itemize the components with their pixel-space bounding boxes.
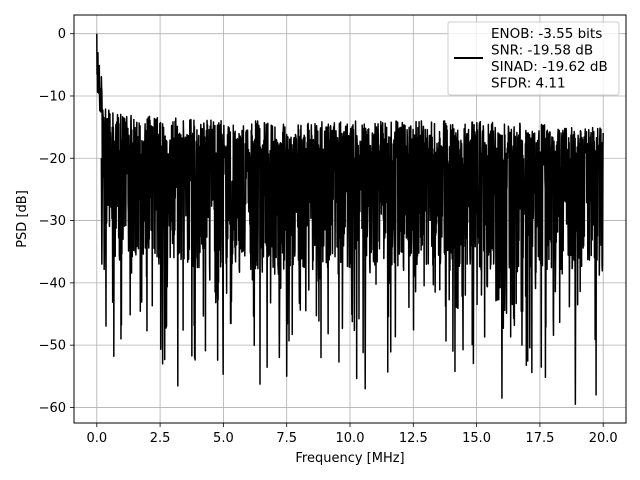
legend: ENOB: -3.55 bits SNR: -19.58 dB SINAD: -… — [447, 21, 620, 96]
legend-sfdr: SFDR: 4.11 — [491, 76, 566, 92]
series-layer — [96, 33, 604, 406]
y-tick-label: −50 — [39, 339, 66, 354]
x-tick-label: 5.0 — [213, 431, 234, 446]
x-tick-label: 2.5 — [150, 431, 171, 446]
x-tick-label: 15.0 — [462, 431, 491, 446]
y-tick-label: −40 — [39, 276, 66, 291]
x-tick-label: 10.0 — [336, 431, 365, 446]
x-axis-label: Frequency [MHz] — [295, 451, 404, 466]
y-tick-label: −30 — [39, 214, 66, 229]
psd-trace — [96, 33, 604, 406]
y-tick-label: −60 — [39, 401, 66, 416]
y-tick-label: 0 — [58, 27, 66, 42]
legend-sinad: SINAD: -19.62 dB — [491, 59, 608, 75]
x-tick-label: 7.5 — [276, 431, 297, 446]
x-tick-label: 20.0 — [589, 431, 618, 446]
y-axis-label: PSD [dB] — [15, 190, 30, 248]
legend-enob: ENOB: -3.55 bits — [491, 26, 602, 42]
x-tick-label: 0.0 — [86, 431, 107, 446]
legend-box — [447, 21, 620, 96]
y-tick-label: −10 — [39, 89, 66, 104]
x-tick-label: 12.5 — [399, 431, 428, 446]
y-axis-ticks: 0 −10 −20 −30 −40 −50 −60 — [39, 27, 74, 416]
x-axis-ticks: 0.0 2.5 5.0 7.5 10.0 12.5 15.0 17.5 20.0 — [86, 423, 618, 446]
x-tick-label: 17.5 — [525, 431, 554, 446]
legend-snr: SNR: -19.58 dB — [491, 43, 593, 59]
y-tick-label: −20 — [39, 152, 66, 167]
